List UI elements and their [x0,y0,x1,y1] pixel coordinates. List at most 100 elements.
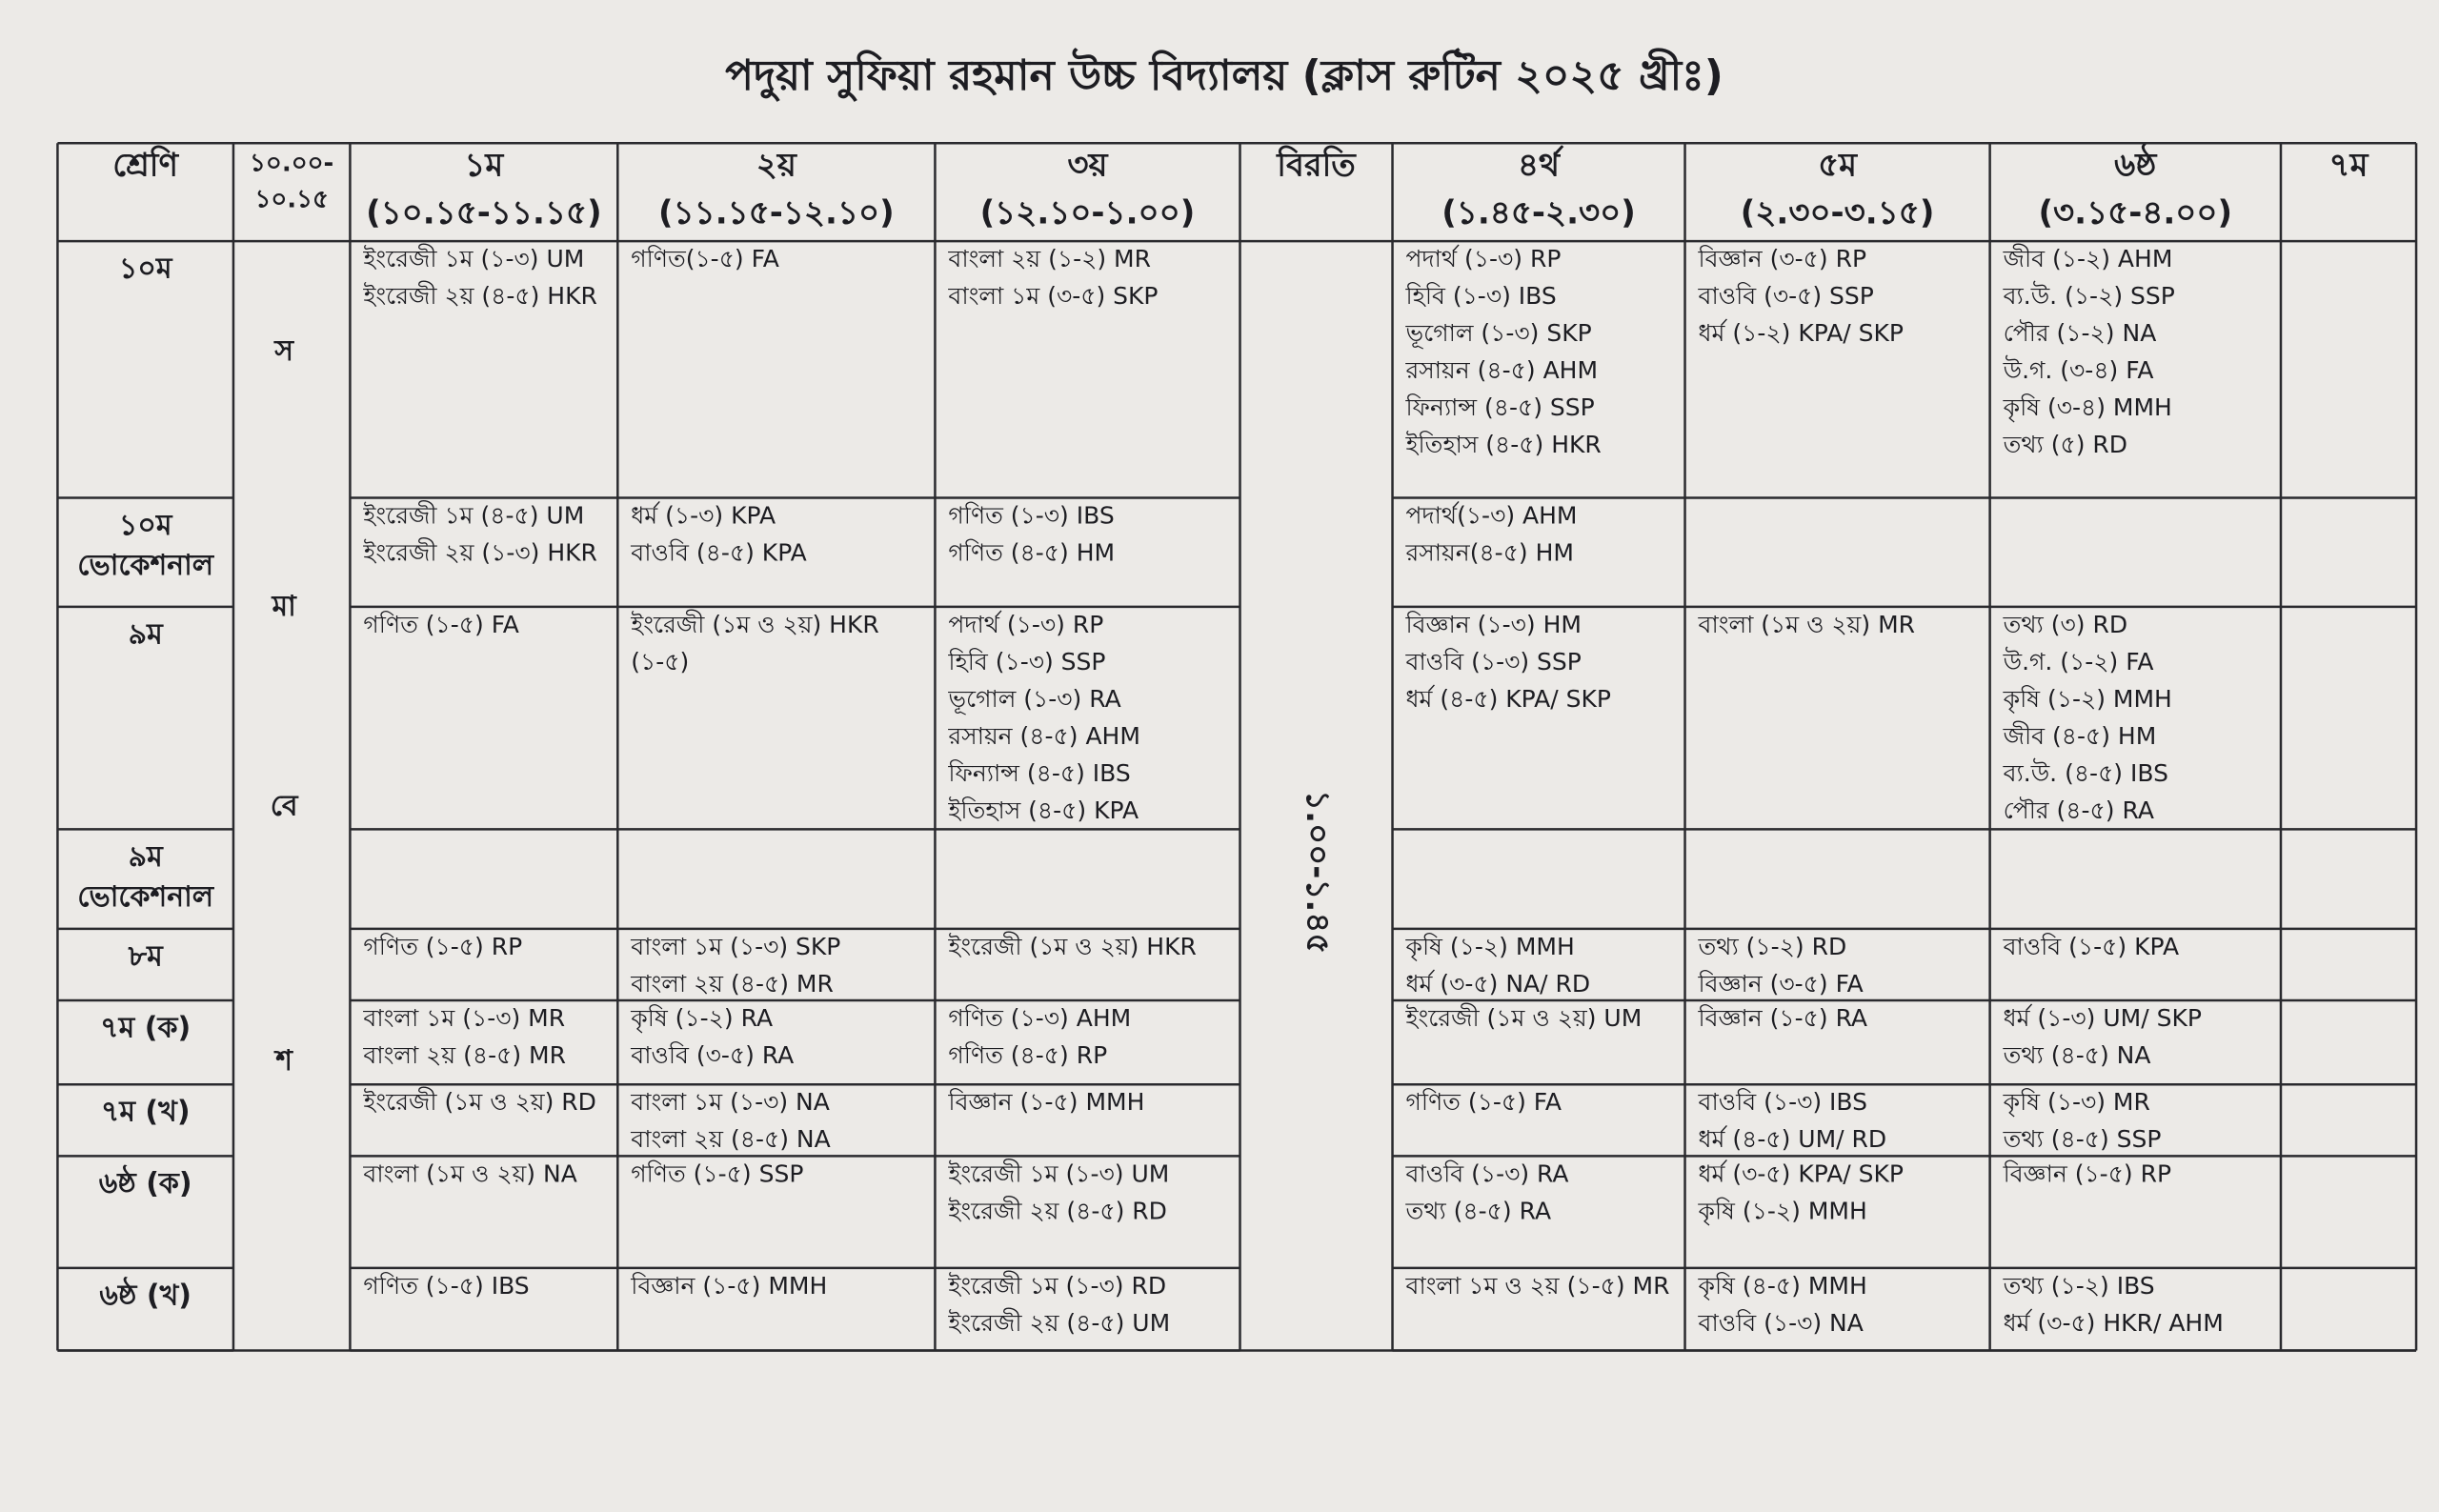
class-label: ৯ম [129,617,164,651]
cell-line: বাংলা ১ম ও ২য় (১-৫) MR [1405,1272,1670,1300]
cell-line: ইতিহাস (৪-৫) KPA [947,796,1139,824]
cell-line: কৃষি (১-২) MMH [1405,933,1575,961]
cell-line: ইংরেজী ২য় (৪-৫) HKR [362,281,596,310]
cell-line: ধর্ম (৪-৫) UM/ RD [1699,1125,1887,1153]
cell-line: ইংরেজী ১ম (৪-৫) UM [362,501,584,530]
cell-line: বাওবি (৩-৫) RA [630,1041,794,1069]
routine-table: শ্রেণি ১০.০০- ১০.১৫ বিরতি ১ম (১০.১৫-১১.১৫) ২য়… [56,141,2418,1352]
cell-line: ইংরেজী ২য় (৪-৫) RD [947,1196,1167,1224]
class-label: ৬ষ্ঠ (খ) [99,1276,191,1312]
header-period: ১ম [464,147,504,185]
header-class: শ্রেণি [112,146,179,185]
cell-line: ইংরেজী (১ম ও ২য়) RD [362,1087,595,1116]
cell-line: ফিন্যান্স (৪-৫) SSP [1405,393,1595,421]
cell-line: (১-৫) [631,648,689,675]
cell-line: বাংলা ১ম (১-৩) SKP [630,933,840,960]
cell-line: গণিত (১-৩) AHM [948,1004,1131,1032]
cell-line: ইংরেজী (১ম ও ২য়) HKR [947,932,1196,960]
cell-line: ইংরেজী ১ম (১-৩) RD [947,1271,1166,1300]
cell-line: হিবি (১-৩) IBS [1405,282,1557,310]
cell-line: তথ্য (১-২) IBS [2003,1272,2155,1300]
cell-line: পদার্থ (১-৩) RP [948,611,1103,638]
cell-line: কৃষি (১-২) MMH [2003,685,2172,714]
assembly-letter: শ [273,1044,293,1078]
cell-line: গণিত (১-৩) IBS [948,502,1114,530]
cell-line: ইংরেজী ১ম (১-৩) UM [947,1159,1169,1187]
cell-line: বিজ্ঞান (১-৫) MMH [947,1088,1144,1116]
cell-line: ধর্ম (৪-৫) KPA/ SKP [1406,685,1611,713]
cell-line: বাংলা ২য় (৪-৫) MR [362,1041,566,1069]
cell-line: ব্য.উ. (৪-৫) IBS [2003,758,2168,787]
cell-line: কৃষি (৪-৫) MMH [1698,1272,1867,1300]
cell-line: তথ্য (৪-৫) NA [2003,1041,2151,1069]
cell-line: ইংরেজী (১ম ও ২য়) UM [1405,1003,1643,1032]
cell-line: বাওবি (১-৩) SSP [1405,648,1582,675]
header-time: (১.৪৫-২.৩০) [1441,194,1636,232]
cell-line: বাওবি (৪-৫) KPA [630,539,806,567]
header-period: ৫ম [1818,147,1858,185]
cell-line: গণিত (১-৫) SSP [631,1159,803,1187]
cell-line: বাওবি (১-৫) KPA [2003,933,2179,960]
header-assembly-time: ১০.০০- [250,150,333,178]
cell-line: ইংরেজী ২য় (৪-৫) UM [947,1308,1170,1337]
cell-line: ধর্ম (১-৩) KPA [631,502,776,530]
cell-line: পদার্থ (১-৩) RP [1406,245,1562,272]
cell-line: কৃষি (৩-৪) MMH [2003,393,2172,422]
class-label: ৭ম (ক) [100,1012,191,1045]
cell-line: ভূগোল (১-৩) SKP [1405,319,1592,349]
cell-line: গণিত (১-৫) FA [363,611,518,638]
cell-line: তথ্য (৩) RD [2003,611,2127,638]
assembly-letter: মা [272,590,298,623]
class-label: ৭ম (খ) [101,1096,191,1129]
class-label: ৬ষ্ঠ (ক) [99,1164,192,1200]
class-label: ৮ম [128,939,164,973]
cell-line: তথ্য (১-২) RD [1698,933,1847,960]
cell-line: ভূগোল (১-৩) RA [947,685,1120,715]
cell-line: বাওবি (১-৩) NA [1698,1309,1864,1337]
cell-line: বাংলা ২য় (৪-৫) MR [630,970,834,998]
assembly-letter: বে [271,789,299,822]
cell-line: পৌর (৪-৫) RA [2004,796,2154,824]
cell-line: ধর্ম (৩-৫) NA/ RD [1406,970,1591,998]
cell-line: ধর্ম (৩-৫) KPA/ SKP [1699,1159,1904,1187]
header-time: (১১.১৫-১২.১০) [658,194,895,232]
cell-line: বিজ্ঞান (৩-৫) RP [1698,245,1867,272]
class-label: ১০ম [119,509,173,542]
cell-line: তথ্য (৪-৫) RA [1405,1197,1552,1224]
header-period: ৪র্থ [1518,145,1563,185]
cell-line: বাংলা ১ম (১-৩) MR [362,1004,565,1032]
cell-line: জীব (৪-৫) HM [2003,721,2157,750]
cell-line: বাওবি (৩-৫) SSP [1698,282,1874,310]
cell-line: গণিত (৪-৫) HM [948,539,1115,567]
cell-line: রসায়ন (৪-৫) AHM [947,722,1140,750]
header-period: ৭ম [2329,147,2369,185]
cell-line: ইতিহাস (৪-৫) HKR [1405,431,1602,458]
cell-line: উ.গ. (৩-৪) FA [2003,355,2154,384]
cell-line: ফিন্যান্স (৪-৫) IBS [947,759,1130,787]
cell-line: বিজ্ঞান (৩-৫) FA [1698,970,1864,998]
cell-line: বাংলা ২য় (১-২) MR [947,245,1151,272]
cell-line: গণিত (৪-৫) RP [948,1041,1107,1069]
cell-line: হিবি (১-৩) SSP [947,648,1105,675]
cell-line: ইংরেজী ১ম (১-৩) UM [362,244,584,272]
cell-line: বাংলা ১ম (৩-৫) SKP [947,282,1158,310]
cell-line: জীব (১-২) AHM [2003,244,2173,272]
class-label: ৯ম [129,840,164,874]
header-period: ৩য় [1067,147,1109,185]
cell-line: ব্য.উ. (১-২) SSP [2003,281,2175,310]
cell-line: বিজ্ঞান (১-৫) MMH [630,1272,827,1300]
cell-line: বাংলা ২য় (৪-৫) NA [630,1125,830,1153]
header-assembly-time: ১০.১৫ [254,186,328,214]
header-break: বিরতি [1276,146,1357,185]
cell-line: বাংলা ১ম (১-৩) NA [630,1088,830,1116]
cell-line: ধর্ম (১-২) KPA/ SKP [1699,319,1904,347]
cell-line: বাওবি (১-৩) RA [1405,1159,1569,1187]
cell-line: ইংরেজী (১ম ও ২য়) HKR [630,610,878,638]
header-time: (২.৩০-৩.১৫) [1741,194,1935,232]
header-period: ২য় [756,147,798,185]
break-time: ১.০০-১.৪৫ [1299,790,1337,954]
cell-line: তথ্য (৫) RD [2003,431,2127,458]
assembly-letter: স [273,334,294,368]
